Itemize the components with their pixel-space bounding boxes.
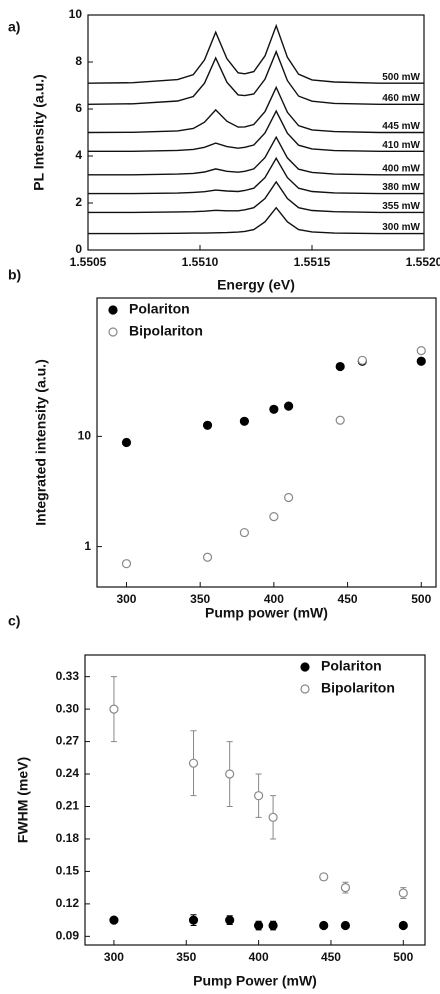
- y-axis-label: FWHM (meV): [15, 757, 31, 843]
- data-point: [202, 552, 213, 562]
- x-tick-label: 500: [393, 950, 413, 964]
- data-point: [225, 769, 235, 779]
- y-tick-label: 6: [75, 101, 82, 115]
- x-tick-label: 450: [338, 592, 358, 606]
- data-point: [319, 920, 329, 931]
- y-tick-label: 4: [75, 148, 82, 162]
- data-point: [416, 345, 426, 356]
- series-label: 445 mW: [382, 121, 420, 132]
- x-tick-label: 500: [411, 592, 431, 606]
- data-point: [225, 915, 235, 925]
- data-point: [284, 492, 294, 503]
- y-tick-label: 0.09: [56, 929, 80, 943]
- spectrum-line: [88, 135, 424, 176]
- data-point: [268, 920, 278, 931]
- y-tick-label: 0.30: [56, 701, 80, 715]
- plot-frame: [96, 297, 437, 588]
- spectrum-line: [88, 206, 424, 235]
- y-tick-label: 0.33: [56, 669, 80, 683]
- legend-marker: [300, 662, 310, 672]
- y-axis-label: Integrated intensity (a.u.): [33, 359, 49, 525]
- y-tick-label: 0.27: [56, 734, 80, 748]
- y-tick-label: 0.12: [56, 896, 80, 910]
- data-point: [269, 512, 279, 522]
- series-label: 355 mW: [382, 201, 420, 212]
- spectrum-line: [88, 180, 424, 214]
- data-point: [398, 920, 408, 931]
- x-axis-label: Pump Power (mW): [193, 973, 317, 989]
- panel-label: c): [8, 613, 20, 629]
- data-point: [121, 559, 132, 569]
- panel-label: a): [8, 19, 20, 35]
- y-tick-label: 0.18: [56, 831, 80, 845]
- data-point: [340, 920, 351, 931]
- data-point: [239, 527, 249, 538]
- data-point: [284, 401, 294, 411]
- x-tick-label: 1.5520: [406, 255, 440, 269]
- spectrum-line: [88, 109, 424, 152]
- x-tick-label: 400: [264, 592, 284, 606]
- legend-label: Bipolariton: [321, 680, 395, 696]
- spectrum-line: [87, 85, 424, 134]
- data-point: [398, 888, 408, 898]
- legend-label: Polariton: [129, 301, 190, 317]
- y-tick-label: 8: [75, 54, 82, 68]
- x-tick-label: 300: [104, 950, 124, 964]
- data-point: [239, 416, 249, 426]
- legend-marker: [300, 684, 310, 694]
- series-label: 300 mW: [382, 222, 420, 233]
- data-point: [188, 915, 199, 925]
- series-label: 500 mW: [382, 72, 420, 83]
- series-label: 410 mW: [382, 140, 420, 151]
- legend-label: Bipolariton: [129, 323, 203, 339]
- x-tick-label: 350: [176, 950, 196, 964]
- spectrum-line: [88, 156, 424, 195]
- data-point: [188, 758, 199, 768]
- series-label: 380 mW: [382, 182, 420, 193]
- y-tick-label: 10: [78, 429, 92, 443]
- data-point: [202, 420, 213, 430]
- y-tick-label: 10: [69, 7, 83, 21]
- panel-label: b): [8, 267, 21, 283]
- y-tick-label: 0.21: [56, 799, 80, 813]
- x-axis-label: Pump power (mW): [205, 605, 328, 621]
- x-tick-label: 300: [116, 592, 136, 606]
- y-tick-label: 0.15: [56, 864, 80, 878]
- spectrum-line: [87, 23, 424, 84]
- spectrum-line: [87, 49, 424, 105]
- data-point: [340, 883, 351, 893]
- data-point: [109, 704, 119, 714]
- data-point: [254, 791, 264, 801]
- data-point: [319, 872, 329, 882]
- x-tick-label: 1.5510: [182, 255, 219, 269]
- x-tick-label: 350: [190, 592, 210, 606]
- y-tick-label: 1: [84, 539, 91, 553]
- data-point: [335, 361, 345, 372]
- data-point: [254, 920, 264, 931]
- data-point: [121, 437, 132, 448]
- x-tick-label: 1.5515: [294, 255, 331, 269]
- x-tick-label: 400: [249, 950, 269, 964]
- data-point: [269, 404, 279, 414]
- y-tick-label: 2: [75, 195, 82, 209]
- x-tick-label: 1.5505: [70, 255, 107, 269]
- legend-label: Polariton: [321, 658, 382, 674]
- y-axis-label: PL Intensity (a.u.): [31, 74, 47, 190]
- series-label: 460 mW: [382, 93, 420, 104]
- legend-marker: [108, 327, 118, 337]
- data-point: [416, 356, 426, 366]
- data-point: [335, 415, 345, 425]
- series-label: 400 mW: [382, 163, 420, 174]
- y-tick-label: 0: [75, 242, 82, 256]
- y-tick-label: 0.24: [56, 766, 80, 780]
- data-point: [268, 812, 278, 822]
- data-point: [109, 915, 119, 925]
- legend-marker: [108, 305, 118, 315]
- x-tick-label: 450: [321, 950, 341, 964]
- data-point: [357, 355, 367, 365]
- x-axis-label: Energy (eV): [217, 277, 295, 293]
- plot-frame: [84, 654, 426, 946]
